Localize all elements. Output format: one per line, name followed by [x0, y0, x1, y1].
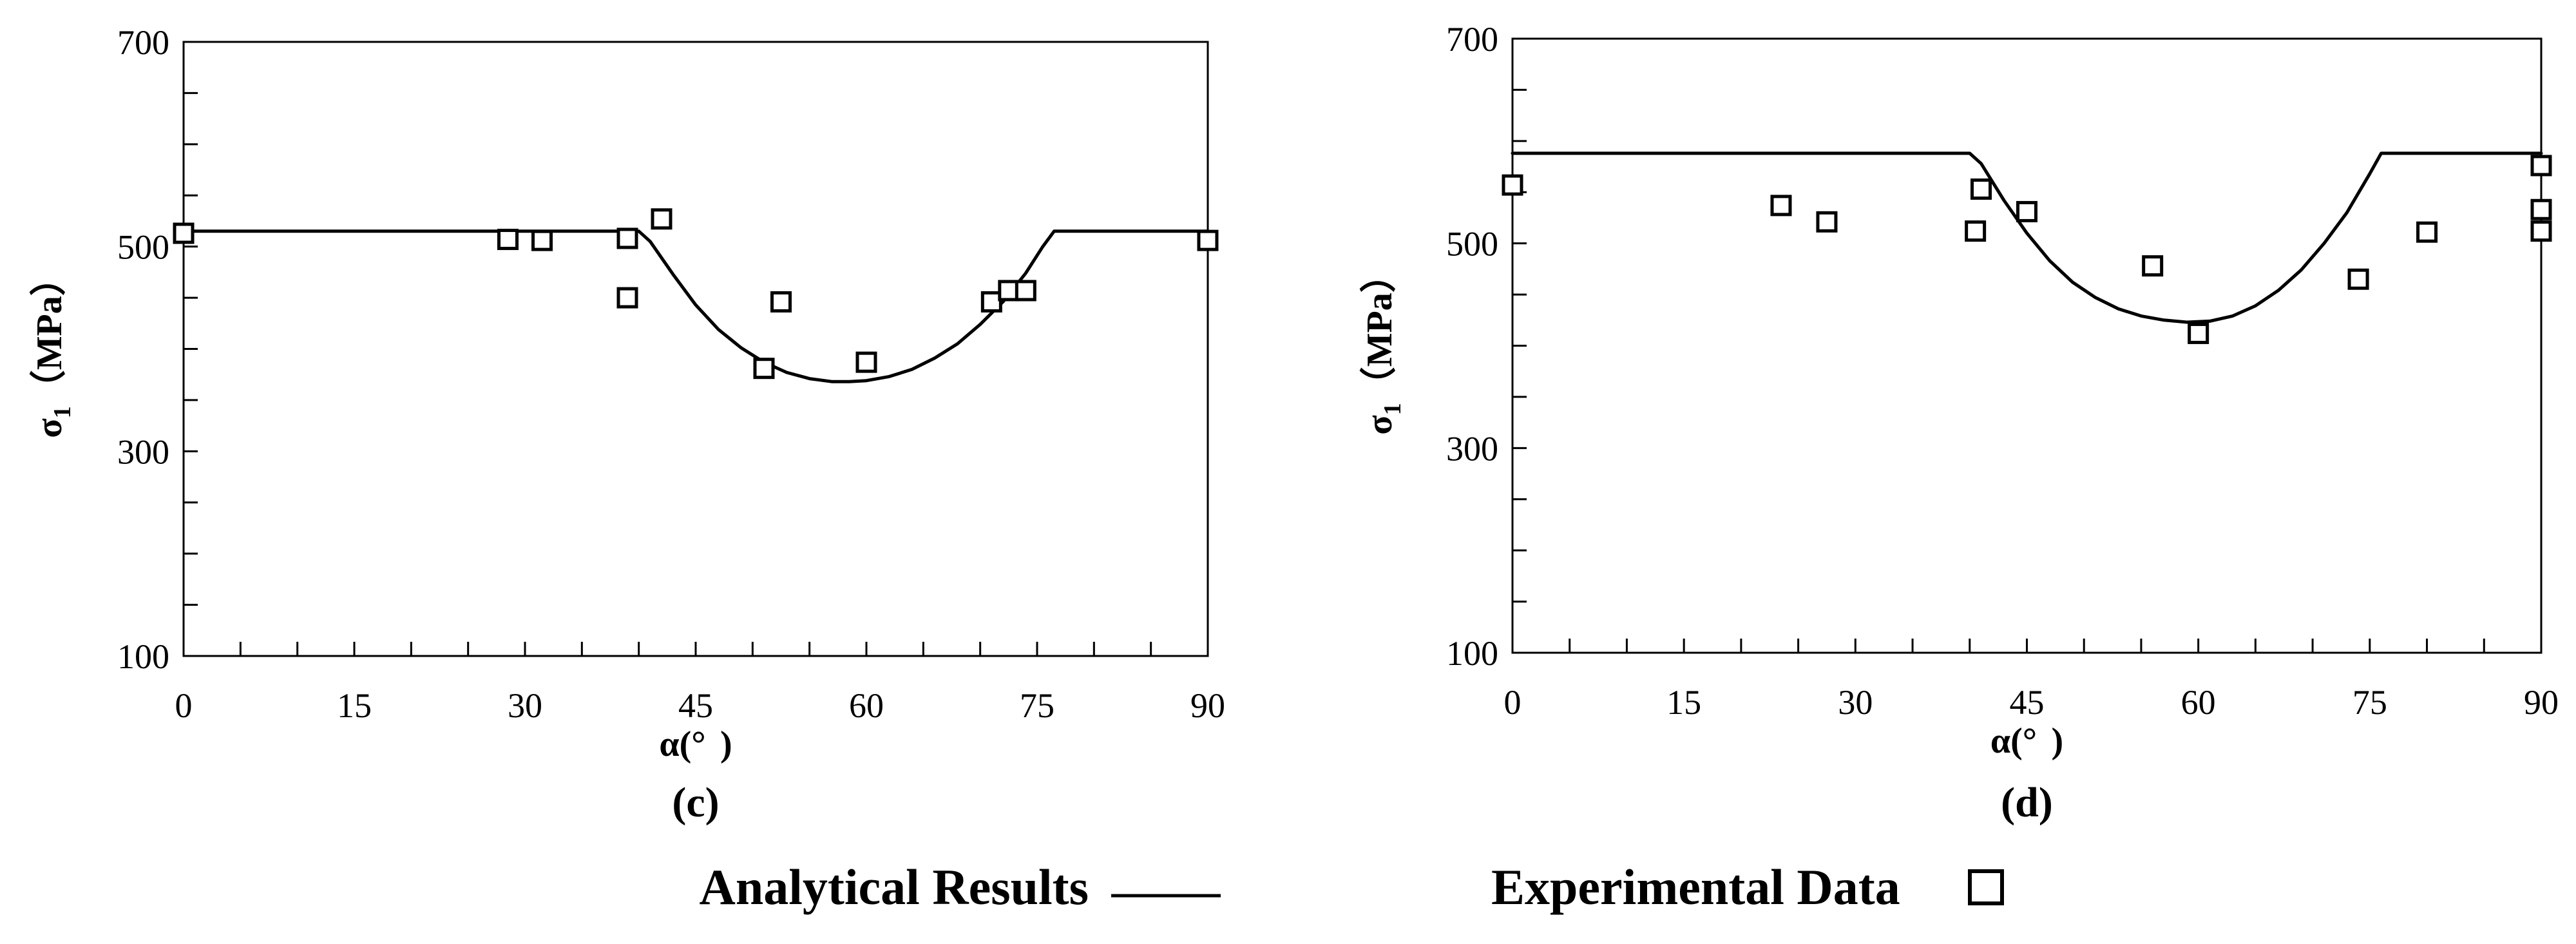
experimental-data-point [980, 291, 1002, 313]
legend-line-label: Analytical Results [700, 859, 1089, 915]
x-tick-label: 75 [1020, 686, 1054, 725]
y-tick-label: 300 [117, 432, 169, 471]
x-tick-label: 30 [508, 686, 542, 725]
y-axis-symbol: σ [30, 418, 70, 438]
experimental-data-point [2530, 220, 2552, 242]
y-tick-label: 700 [1446, 20, 1498, 59]
y-axis-title: σ1（MPa） [29, 260, 76, 438]
y-axis-subscript: 1 [1379, 403, 1406, 415]
y-axis-symbol: σ [1360, 415, 1400, 435]
y-tick-label: 100 [1446, 634, 1498, 673]
experimental-data-point [651, 208, 673, 230]
x-tick-label: 30 [1838, 683, 1873, 722]
y-axis-unit: （MPa） [29, 260, 70, 406]
experimental-data-point [2530, 155, 2552, 177]
experimental-data-point [855, 351, 877, 373]
experimental-data-point [173, 222, 195, 244]
x-tick-label: 60 [2181, 683, 2216, 722]
analytical-results-line [1511, 151, 2543, 324]
x-tick-label: 60 [849, 686, 884, 725]
experimental-data-point [2016, 200, 2037, 222]
x-axis-title: α(° ) [659, 724, 732, 764]
experimental-data-point [1970, 178, 1992, 200]
experimental-data-point [2416, 221, 2438, 243]
x-tick-label: 0 [1504, 683, 1522, 722]
experimental-data-point [770, 291, 792, 313]
experimental-data-point [1015, 280, 1036, 302]
x-tick-label: 45 [2010, 683, 2045, 722]
y-tick-label: 500 [1446, 225, 1498, 264]
y-tick-label: 100 [117, 637, 169, 676]
x-tick-label: 15 [1666, 683, 1701, 722]
experimental-data-point [497, 229, 519, 251]
y-tick-label: 700 [117, 23, 169, 62]
experimental-data-point [1770, 195, 1792, 217]
experimental-data-point [753, 358, 775, 380]
y-axis-title: σ1（MPa） [1359, 256, 1406, 435]
y-axis-unit: （MPa） [1359, 256, 1400, 403]
experimental-data-point [2142, 255, 2164, 277]
chart-panel-d: 100 300 500 700 0 15 30 45 60 75 90 α(° ) σ1（MPa） (d) [1359, 20, 2559, 826]
experimental-data-point [1502, 174, 1523, 196]
y-tick-label: 300 [1446, 429, 1498, 468]
experimental-data-point [531, 229, 553, 251]
chart-panel-c: 100 300 500 700 0 15 30 45 60 75 90 α(° ) σ1（MPa） (c) [29, 23, 1225, 826]
experimental-data-point [1965, 220, 1987, 242]
experimental-data-point [616, 287, 638, 309]
x-tick-label: 75 [2352, 683, 2387, 722]
experimental-data-point [2347, 268, 2369, 290]
legend-marker-label: Experimental Data [1491, 859, 1900, 915]
experimental-data-point [2530, 198, 2552, 220]
legend-marker-swatch [1968, 869, 2004, 905]
y-tick-label: 500 [117, 228, 169, 267]
x-tick-label: 15 [337, 686, 372, 725]
x-tick-label: 45 [678, 686, 713, 725]
experimental-data-point [998, 280, 1020, 302]
x-tick-label: 0 [175, 686, 193, 725]
experimental-data-point [616, 227, 638, 249]
experimental-data-point [1816, 211, 1838, 233]
x-axis-title: α(° ) [1990, 721, 2063, 761]
experimental-data-point [1197, 229, 1219, 251]
panel-label: (c) [672, 779, 719, 826]
x-tick-label: 90 [1190, 686, 1225, 725]
legend: Analytical Results Experimental Data [700, 859, 2004, 915]
plot-frame [1511, 37, 2543, 654]
panel-label: (d) [2001, 779, 2053, 826]
y-axis-subscript: 1 [49, 406, 76, 418]
experimental-data-point [2188, 322, 2209, 344]
plot-frame [182, 41, 1209, 657]
analytical-results-line [182, 229, 1210, 383]
x-tick-label: 90 [2524, 683, 2559, 722]
